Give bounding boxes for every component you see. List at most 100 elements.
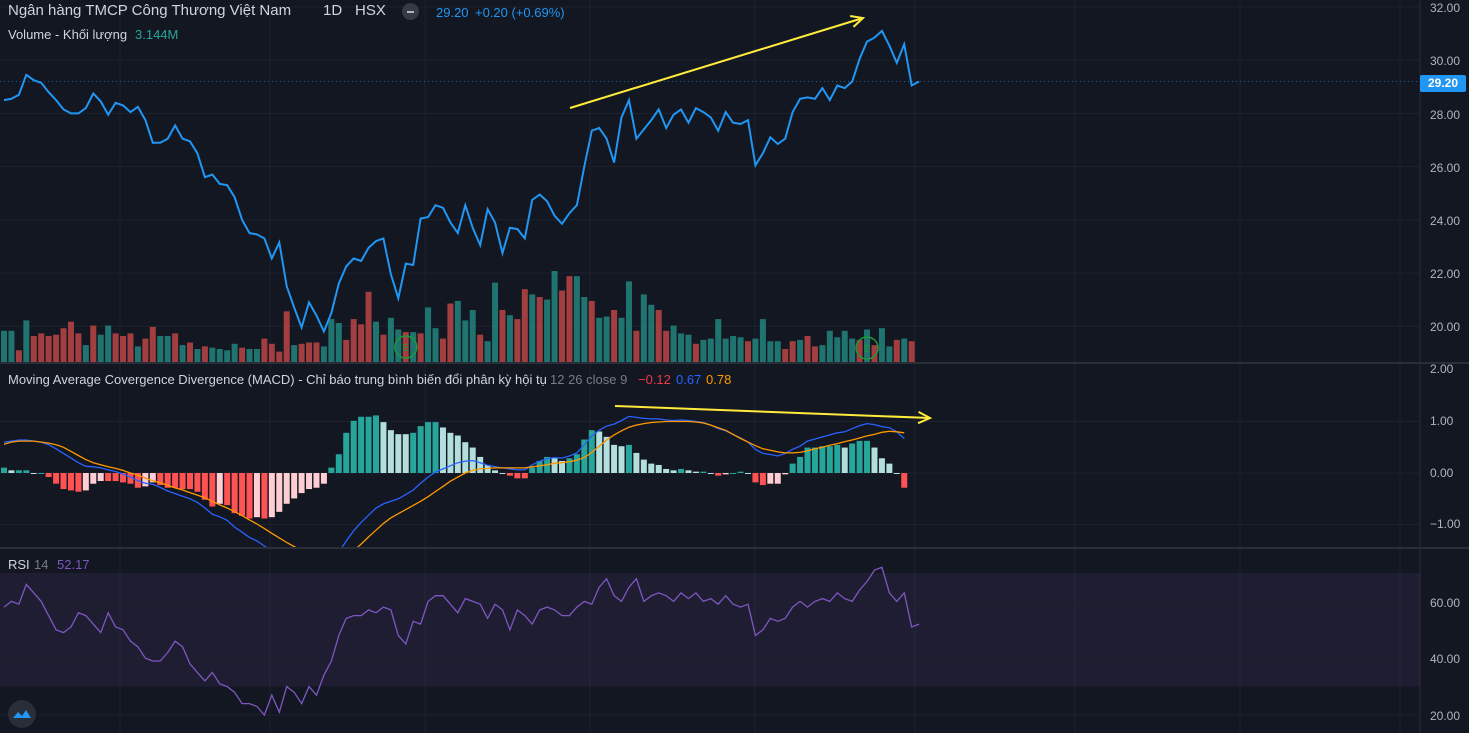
macd-histogram-bar (849, 443, 856, 473)
volume-bar (179, 345, 186, 362)
macd-histogram-bar (246, 473, 253, 519)
volume-bar (536, 297, 543, 362)
macd-histogram-bar (120, 473, 127, 483)
interval-label[interactable]: 1D (323, 2, 343, 19)
macd-histogram-bar (901, 473, 908, 488)
macd-histogram-bar (625, 444, 632, 473)
volume-bar (172, 333, 179, 362)
macd-histogram-bar (417, 426, 424, 473)
volume-bar (797, 339, 804, 362)
macd-histogram-bar (536, 460, 543, 473)
tradingview-logo-icon[interactable] (8, 700, 36, 728)
volume-bar (745, 341, 751, 362)
macd-histogram-bar (291, 473, 298, 499)
macd-histogram-bar (306, 473, 313, 490)
volume-bar (417, 333, 424, 362)
macd-histogram-bar (737, 471, 744, 473)
macd-histogram-bar (239, 473, 246, 516)
volume-bar (15, 350, 22, 362)
volume-bar (350, 319, 357, 362)
volume-bar (707, 338, 714, 362)
macd-histogram-bar (395, 434, 402, 473)
volume-bar (774, 341, 781, 362)
macd-histogram-bar (157, 473, 164, 486)
macd-histogram-bar (752, 473, 759, 483)
volume-bar (767, 341, 774, 362)
volume-bar (484, 341, 491, 362)
macd-histogram-bar (216, 473, 223, 504)
rsi-tick: 60.00 (1430, 596, 1461, 610)
volume-bar (685, 334, 692, 362)
volume-bar (611, 310, 618, 362)
macd-histogram-bar (253, 473, 260, 518)
macd-histogram-bar (640, 459, 647, 473)
macd-histogram-bar (759, 473, 766, 486)
macd-histogram-bar (730, 473, 737, 474)
volume-bar (737, 337, 744, 362)
volume-bar (893, 339, 900, 362)
macd-histogram-bar (105, 473, 112, 482)
volume-bar (402, 332, 409, 362)
macd-histogram-bar (811, 447, 818, 473)
volume-bar (8, 330, 15, 362)
volume-bar (127, 333, 134, 362)
macd-histogram-bar (142, 473, 149, 487)
volume-bar (298, 343, 305, 362)
volume-bar (596, 317, 603, 362)
macd-histogram-bar (410, 432, 417, 473)
macd-label[interactable]: Moving Average Covergence Divergence (MA… (8, 372, 547, 387)
macd-histogram-bar (871, 447, 878, 473)
volume-bar (811, 346, 818, 362)
macd-histogram-bar (573, 454, 580, 473)
macd-histogram-bar (707, 473, 714, 474)
macd-histogram-bar (462, 442, 469, 473)
macd-histogram-bar (886, 463, 893, 473)
macd-histogram-bar (328, 467, 335, 473)
volume-bar (53, 334, 60, 362)
macd-histogram-bar (283, 473, 290, 504)
macd-histogram-bar (789, 463, 796, 473)
macd-histogram-bar (514, 473, 521, 479)
rsi-value: 52.17 (57, 557, 90, 572)
macd-line-value: 0.67 (676, 372, 702, 387)
volume-bar (492, 282, 499, 362)
volume-bar (514, 319, 521, 362)
rsi-period: 14 (34, 557, 49, 572)
macd-histogram-bar (670, 470, 677, 473)
volume-bar (782, 349, 789, 362)
macd-line (3, 415, 905, 547)
macd-histogram-bar (782, 473, 789, 475)
volume-bar (30, 336, 37, 362)
volume-bar (871, 345, 878, 362)
macd-histogram-bar (506, 473, 513, 476)
macd-histogram-bar (678, 468, 685, 473)
macd-histogram-bar (8, 470, 15, 473)
event-marker-icon (855, 336, 879, 360)
macd-histogram-bar (231, 473, 238, 514)
rsi-label[interactable]: RSI (8, 557, 30, 572)
macd-histogram-bar (298, 473, 305, 494)
volume-bar (201, 346, 208, 362)
macd-histogram-bar (767, 473, 774, 484)
volume-label[interactable]: Volume - Khối lượng (8, 27, 128, 42)
macd-histogram-bar (834, 444, 841, 473)
macd-histogram-bar (596, 431, 603, 473)
macd-histogram-bar (164, 473, 171, 488)
macd-histogram-bar (1, 467, 7, 473)
macd-histogram-bar (588, 430, 595, 473)
macd-histogram-bar (454, 435, 461, 473)
macd-histogram-bar (209, 473, 216, 507)
annotation-arrow-price-head (849, 15, 866, 28)
macd-histogram-bar (201, 473, 208, 500)
volume-bar (655, 310, 662, 362)
macd-histogram-bar (864, 440, 871, 473)
macd-histogram-bar (774, 473, 781, 484)
macd-histogram-bar (663, 468, 670, 473)
volume-bar (105, 325, 112, 362)
macd-histogram-bar (149, 473, 156, 483)
macd-histogram-bar (53, 473, 60, 484)
collapse-legend-icon[interactable] (402, 3, 419, 20)
event-marker-glyph: E (864, 344, 871, 355)
price-line (3, 29, 920, 335)
